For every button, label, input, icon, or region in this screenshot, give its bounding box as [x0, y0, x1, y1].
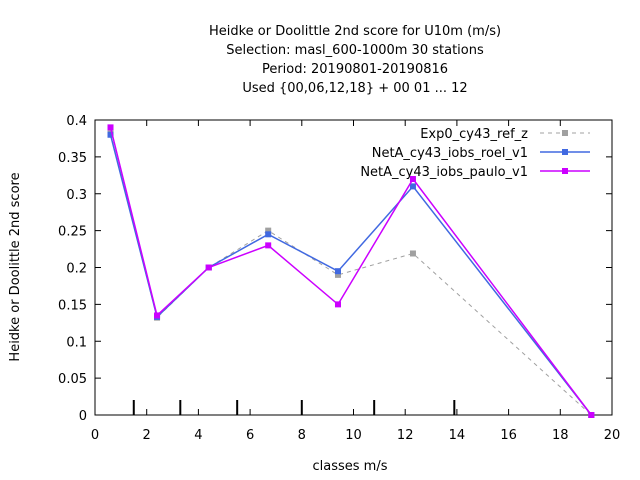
- legend-label: Exp0_cy43_ref_z: [420, 127, 528, 142]
- x-tick-label: 14: [449, 428, 466, 443]
- chart-title: Heidke or Doolittle 2nd score for U10m (…: [209, 24, 501, 96]
- data-point: [265, 227, 272, 234]
- x-tick-label: 0: [91, 428, 99, 443]
- data-point: [265, 231, 272, 238]
- data-point: [334, 268, 341, 275]
- x-tick-label: 8: [298, 428, 306, 443]
- y-tick-label: 0.2: [66, 262, 87, 277]
- title-line-4: Used {00,06,12,18} + 00 01 ... 12: [242, 81, 467, 96]
- legend-label: NetA_cy43_iobs_paulo_v1: [360, 165, 528, 180]
- x-tick-label: 2: [143, 428, 151, 443]
- legend-label: NetA_cy43_iobs_roel_v1: [372, 146, 528, 161]
- y-tick-label: 0.1: [66, 335, 87, 350]
- y-tick-label: 0.05: [58, 372, 87, 387]
- y-axis-label: Heidke or Doolittle 2nd score: [8, 172, 23, 361]
- class-boundary-markers: [132, 400, 456, 415]
- data-point: [107, 124, 114, 131]
- x-tick-label: 16: [500, 428, 517, 443]
- y-tick-label: 0.3: [66, 188, 87, 203]
- x-tick-label: 4: [194, 428, 202, 443]
- data-point: [334, 301, 341, 308]
- y-tick-label: 0.15: [58, 298, 87, 313]
- data-point: [409, 250, 416, 257]
- x-tick-label: 6: [246, 428, 254, 443]
- legend-swatch-marker: [562, 168, 568, 174]
- x-tick-label: 20: [604, 428, 621, 443]
- series-group: [107, 124, 595, 418]
- x-tick-label: 10: [345, 428, 362, 443]
- data-point: [265, 242, 272, 249]
- x-axis-label: classes m/s: [313, 459, 388, 474]
- series-3: [107, 124, 595, 418]
- legend-swatch-marker: [562, 130, 568, 136]
- data-point: [588, 412, 595, 418]
- data-point: [205, 264, 212, 271]
- data-point: [154, 312, 161, 319]
- x-axis: 0 2 4 6 8 10 12 14 16 18 20: [91, 120, 620, 443]
- x-tick-label: 12: [397, 428, 414, 443]
- title-line-3: Period: 20190801-20190816: [262, 62, 448, 77]
- title-line-1: Heidke or Doolittle 2nd score for U10m (…: [209, 24, 501, 39]
- x-tick-label: 18: [552, 428, 569, 443]
- y-tick-label: 0.35: [58, 151, 87, 166]
- y-tick-label: 0: [79, 409, 87, 424]
- y-tick-label: 0.4: [66, 114, 87, 129]
- data-point: [107, 131, 114, 138]
- legend: Exp0_cy43_ref_z NetA_cy43_iobs_roel_v1 Net…: [360, 127, 590, 180]
- data-point: [334, 271, 341, 278]
- title-line-2: Selection: masl_600-1000m 30 stations: [226, 43, 484, 58]
- data-point: [409, 176, 416, 182]
- legend-swatch-marker: [562, 149, 568, 155]
- y-tick-label: 0.25: [58, 225, 87, 240]
- plot-frame: [94, 119, 613, 416]
- data-point: [409, 183, 416, 190]
- y-axis: 0 0.05 0.1 0.15 0.2 0.25 0.3 0.35 0.4: [58, 114, 612, 424]
